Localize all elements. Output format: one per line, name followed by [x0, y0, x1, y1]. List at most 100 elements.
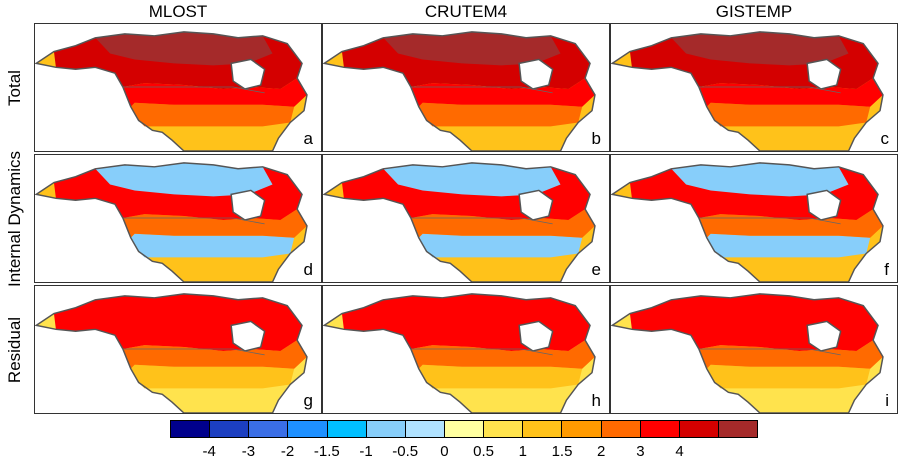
coastline [35, 162, 308, 282]
hudson-bay [230, 58, 266, 90]
map-panel-h: h [322, 285, 610, 414]
northern-field [698, 209, 883, 238]
colorbar-swatch [405, 421, 445, 437]
panel-label: f [884, 260, 889, 279]
arctic-field [671, 162, 849, 197]
northern-field [410, 209, 595, 238]
row-title-internal-dynamics: Internal Dynamics [5, 150, 24, 287]
colorbar-tick-label: -1.5 [313, 443, 340, 460]
northern-field [410, 340, 595, 369]
northern-field [122, 209, 307, 238]
map-panel-b: b [322, 23, 610, 152]
colorbar-tick-label: -2 [280, 443, 295, 460]
mid-latitude-field [418, 233, 583, 258]
coastline [323, 293, 596, 413]
column-title-gistemp: GISTEMP [715, 2, 793, 21]
arctic-field [95, 293, 273, 328]
mid-latitude-field [418, 364, 583, 389]
mid-latitude-field [418, 102, 583, 127]
coastline [323, 162, 596, 282]
northern-field [122, 340, 307, 369]
border-line [698, 348, 841, 356]
colorbar-tick-label: 1 [518, 443, 527, 460]
colorbar-tick-label: 3 [636, 443, 645, 460]
coastline [611, 293, 884, 413]
hudson-bay [806, 320, 842, 352]
colorbar-swatch [601, 421, 641, 437]
colorbar-tick-label: -1 [359, 443, 373, 460]
colorbar-swatch [679, 421, 719, 437]
arctic-field [383, 162, 561, 197]
row-title-total: Total [5, 69, 25, 106]
hudson-bay [518, 320, 554, 352]
northern-field [122, 78, 307, 107]
colorbar-tick-label: -3 [241, 443, 256, 460]
arctic-field [383, 31, 561, 66]
map-panel-i: i [610, 285, 898, 414]
colorbar-tick-label: 4 [675, 443, 684, 460]
colorbar-tick-label: 0 [440, 443, 449, 460]
panel-label: g [303, 391, 313, 410]
border-line [410, 348, 553, 356]
coastline [35, 293, 308, 413]
panel-label: a [303, 129, 313, 148]
border-line [698, 86, 841, 94]
colorbar-swatch [523, 421, 563, 437]
colorbar-tick-label: 1.5 [551, 443, 573, 460]
hudson-bay [230, 320, 266, 352]
mid-latitude-field [130, 233, 295, 258]
northern-field [410, 78, 595, 107]
hudson-bay [230, 189, 266, 221]
panel-label: h [591, 391, 601, 410]
mid-latitude-field [130, 102, 295, 127]
colorbar-swatch [210, 421, 250, 437]
northern-field [698, 340, 883, 369]
mid-latitude-field [706, 102, 871, 127]
coastline [323, 31, 596, 151]
colorbar-tick-label: -0.5 [392, 443, 419, 460]
map-panel-c: c [610, 23, 898, 152]
coastline [611, 162, 884, 282]
colorbar-swatch [484, 421, 524, 437]
map-panel-g: g [34, 285, 322, 414]
hudson-bay [806, 58, 842, 90]
hudson-bay [518, 189, 554, 221]
mid-latitude-field [130, 364, 295, 389]
map-panel-d: d [34, 154, 322, 283]
column-title-mlost: MLOST [148, 2, 208, 21]
mid-latitude-field [706, 233, 871, 258]
arctic-field [671, 293, 849, 328]
hudson-bay [518, 58, 554, 90]
arctic-field [671, 31, 849, 66]
colorbar-swatch [444, 421, 485, 437]
hudson-bay [806, 189, 842, 221]
northern-field [698, 78, 883, 107]
map-panel-f: f [610, 154, 898, 283]
arctic-field [383, 293, 561, 328]
colorbar-tick-label: 0.5 [473, 443, 495, 460]
colorbar-swatch [562, 421, 602, 437]
arctic-field [95, 31, 273, 66]
arctic-field [95, 162, 273, 197]
map-panel-e: e [322, 154, 610, 283]
border-line [122, 348, 265, 356]
panel-label: i [885, 391, 889, 410]
panel-label: e [591, 260, 601, 279]
colorbar [170, 420, 758, 438]
colorbar-swatch [366, 421, 406, 437]
colorbar-tick-label: -4 [202, 443, 216, 460]
panel-label: c [880, 129, 890, 148]
border-line [122, 86, 265, 94]
colorbar-swatch [327, 421, 367, 437]
mid-latitude-field [706, 364, 871, 389]
border-line [410, 86, 553, 94]
panel-label: b [591, 129, 601, 148]
column-title-crutem4: CRUTEM4 [424, 2, 508, 21]
colorbar-swatch [171, 421, 211, 437]
colorbar-swatch [288, 421, 328, 437]
row-title-residual: Residual [5, 316, 24, 383]
colorbar-swatch [718, 421, 758, 437]
map-panel-a: a [34, 23, 322, 152]
coastline [611, 31, 884, 151]
border-line [698, 217, 841, 225]
